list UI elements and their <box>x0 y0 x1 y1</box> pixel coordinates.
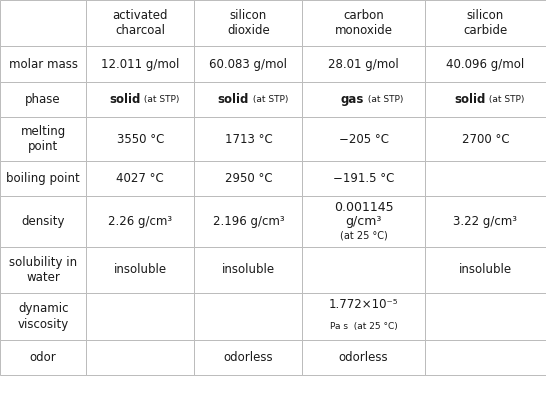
Bar <box>302 196 425 247</box>
Bar <box>86 247 194 293</box>
Bar <box>194 293 302 340</box>
Text: −205 °C: −205 °C <box>339 133 389 145</box>
Text: 2950 °C: 2950 °C <box>224 172 272 185</box>
Text: gas: gas <box>340 93 364 106</box>
Text: odor: odor <box>30 351 56 364</box>
Text: molar mass: molar mass <box>9 58 78 71</box>
Bar <box>194 161 302 196</box>
Bar <box>0 161 86 196</box>
Text: phase: phase <box>25 93 61 106</box>
Bar <box>425 293 546 340</box>
Bar <box>86 117 194 161</box>
Text: solid: solid <box>217 93 248 106</box>
Bar <box>194 46 302 82</box>
Bar <box>425 0 546 46</box>
Text: density: density <box>21 215 65 228</box>
Text: insoluble: insoluble <box>114 264 167 276</box>
Bar <box>0 82 86 117</box>
Text: 2.196 g/cm³: 2.196 g/cm³ <box>212 215 284 228</box>
Bar <box>0 117 86 161</box>
Bar <box>302 82 425 117</box>
Bar <box>86 293 194 340</box>
Bar <box>0 46 86 82</box>
Text: (at STP): (at STP) <box>486 95 525 104</box>
Text: 40.096 g/mol: 40.096 g/mol <box>446 58 525 71</box>
Text: 28.01 g/mol: 28.01 g/mol <box>328 58 399 71</box>
Bar <box>425 82 546 117</box>
Bar <box>86 46 194 82</box>
Bar <box>425 46 546 82</box>
Bar <box>425 196 546 247</box>
Bar <box>194 340 302 375</box>
Bar <box>425 340 546 375</box>
Bar <box>302 117 425 161</box>
Text: solid: solid <box>454 93 485 106</box>
Text: carbon
monoxide: carbon monoxide <box>335 9 393 37</box>
Bar <box>194 0 302 46</box>
Text: 3.22 g/cm³: 3.22 g/cm³ <box>453 215 518 228</box>
Bar <box>0 340 86 375</box>
Text: 3550 °C: 3550 °C <box>117 133 164 145</box>
Text: insoluble: insoluble <box>459 264 512 276</box>
Text: dynamic
viscosity: dynamic viscosity <box>17 302 69 331</box>
Bar <box>302 46 425 82</box>
Text: silicon
carbide: silicon carbide <box>463 9 508 37</box>
Bar <box>302 340 425 375</box>
Bar <box>194 247 302 293</box>
Text: Pa s  (at 25 °C): Pa s (at 25 °C) <box>330 322 397 331</box>
Text: odorless: odorless <box>224 351 273 364</box>
Text: boiling point: boiling point <box>6 172 80 185</box>
Text: (at STP): (at STP) <box>365 95 403 104</box>
Bar <box>425 161 546 196</box>
Bar <box>86 196 194 247</box>
Text: (at STP): (at STP) <box>141 95 180 104</box>
Text: 4027 °C: 4027 °C <box>116 172 164 185</box>
Bar <box>86 161 194 196</box>
Bar <box>194 117 302 161</box>
Bar <box>0 247 86 293</box>
Bar <box>302 161 425 196</box>
Text: solid: solid <box>109 93 140 106</box>
Text: melting
point: melting point <box>21 125 66 153</box>
Text: 12.011 g/mol: 12.011 g/mol <box>101 58 180 71</box>
Bar <box>425 247 546 293</box>
Text: odorless: odorless <box>339 351 388 364</box>
Text: silicon
dioxide: silicon dioxide <box>227 9 270 37</box>
Text: 2.26 g/cm³: 2.26 g/cm³ <box>108 215 173 228</box>
Bar <box>0 293 86 340</box>
Text: 1713 °C: 1713 °C <box>224 133 272 145</box>
Bar <box>425 117 546 161</box>
Bar <box>194 82 302 117</box>
Bar <box>194 196 302 247</box>
Text: 2700 °C: 2700 °C <box>461 133 509 145</box>
Text: activated
charcoal: activated charcoal <box>112 9 168 37</box>
Text: −191.5 °C: −191.5 °C <box>333 172 394 185</box>
Bar <box>0 196 86 247</box>
Text: (at STP): (at STP) <box>250 95 288 104</box>
Bar <box>302 247 425 293</box>
Text: 60.083 g/mol: 60.083 g/mol <box>210 58 287 71</box>
Bar <box>302 0 425 46</box>
Text: 1.772×10⁻⁵: 1.772×10⁻⁵ <box>329 298 399 311</box>
Bar <box>86 82 194 117</box>
Bar <box>302 293 425 340</box>
Text: 0.001145: 0.001145 <box>334 201 394 214</box>
Text: solubility in
water: solubility in water <box>9 256 77 284</box>
Text: g/cm³: g/cm³ <box>346 215 382 228</box>
Bar <box>86 0 194 46</box>
Bar <box>86 340 194 375</box>
Text: insoluble: insoluble <box>222 264 275 276</box>
Text: (at 25 °C): (at 25 °C) <box>340 230 388 241</box>
Bar <box>0 0 86 46</box>
